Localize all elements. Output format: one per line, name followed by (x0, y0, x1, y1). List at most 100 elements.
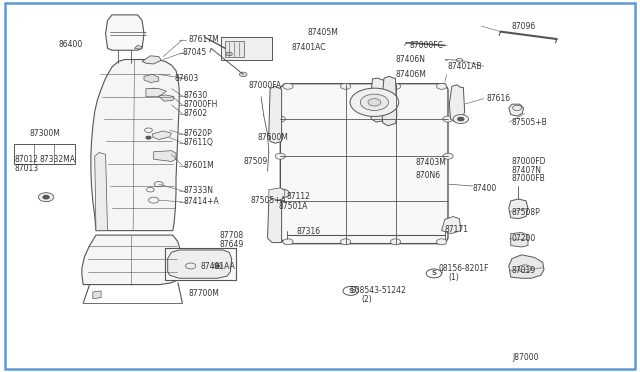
Text: 87611Q: 87611Q (184, 138, 214, 147)
Text: 87096: 87096 (512, 22, 536, 31)
Text: 87616: 87616 (486, 94, 511, 103)
Text: 87407N: 87407N (512, 166, 542, 174)
Polygon shape (142, 56, 161, 64)
Polygon shape (106, 15, 144, 50)
Text: 87649: 87649 (220, 240, 244, 249)
Circle shape (239, 72, 247, 77)
Circle shape (368, 99, 381, 106)
Circle shape (340, 239, 351, 245)
Polygon shape (91, 60, 179, 231)
Text: 87000FC: 87000FC (410, 41, 444, 50)
Circle shape (274, 189, 289, 198)
Text: 86400: 86400 (59, 40, 83, 49)
Text: 87509: 87509 (243, 157, 268, 166)
Polygon shape (154, 151, 176, 161)
Polygon shape (95, 153, 108, 231)
Text: 87333N: 87333N (184, 186, 214, 195)
Polygon shape (269, 188, 285, 200)
Circle shape (43, 195, 49, 199)
Text: J87000: J87000 (512, 353, 538, 362)
Polygon shape (268, 198, 282, 243)
Circle shape (390, 239, 401, 245)
Text: 870N6: 870N6 (416, 171, 441, 180)
Polygon shape (159, 95, 174, 101)
Text: 87617M: 87617M (189, 35, 220, 44)
Polygon shape (511, 232, 528, 247)
Polygon shape (134, 45, 142, 49)
Bar (221, 37, 272, 60)
Text: (1): (1) (448, 273, 459, 282)
Bar (165, 248, 236, 280)
Text: 87601M: 87601M (184, 161, 214, 170)
Bar (225, 41, 244, 57)
Text: 87401AA: 87401AA (200, 262, 235, 271)
Circle shape (436, 83, 447, 89)
Circle shape (275, 153, 285, 159)
Text: (2): (2) (362, 295, 372, 304)
Circle shape (38, 193, 54, 202)
Bar (14, 144, 75, 164)
Text: 87414+A: 87414+A (184, 198, 220, 206)
Circle shape (340, 83, 351, 89)
Text: 87505+B: 87505+B (512, 118, 548, 126)
Text: 87603: 87603 (174, 74, 198, 83)
Circle shape (453, 115, 468, 124)
Text: 87000FD: 87000FD (512, 157, 547, 166)
Text: 87630: 87630 (184, 92, 208, 100)
Polygon shape (449, 85, 465, 122)
Polygon shape (152, 131, 172, 140)
Circle shape (443, 116, 453, 122)
Text: S08543-51242: S08543-51242 (351, 286, 406, 295)
Text: S: S (431, 270, 436, 276)
Circle shape (148, 88, 159, 94)
Text: 87019: 87019 (512, 266, 536, 275)
Text: 87403M: 87403M (416, 158, 447, 167)
Text: 87401AC: 87401AC (292, 43, 326, 52)
Text: 87332MA: 87332MA (40, 155, 76, 164)
Text: 87316: 87316 (296, 227, 321, 236)
Polygon shape (168, 250, 232, 278)
Polygon shape (509, 255, 544, 278)
Text: 87300M: 87300M (29, 129, 60, 138)
Circle shape (350, 88, 399, 116)
Polygon shape (269, 86, 282, 143)
Polygon shape (82, 235, 181, 285)
Text: 87171: 87171 (445, 225, 468, 234)
Polygon shape (93, 291, 101, 299)
Text: 87602: 87602 (184, 109, 208, 118)
Polygon shape (370, 78, 385, 122)
Text: 07200: 07200 (512, 234, 536, 243)
Text: 87406M: 87406M (396, 70, 426, 79)
Polygon shape (509, 104, 524, 116)
Circle shape (360, 94, 388, 110)
Text: 87000FB: 87000FB (512, 174, 546, 183)
Circle shape (390, 83, 401, 89)
Text: 87708: 87708 (220, 231, 244, 240)
Polygon shape (442, 217, 461, 234)
Polygon shape (381, 76, 397, 126)
Text: 87405M: 87405M (307, 28, 338, 37)
Text: 87600M: 87600M (258, 133, 289, 142)
Circle shape (283, 83, 293, 89)
Polygon shape (146, 89, 166, 97)
Circle shape (458, 117, 464, 121)
Text: 87620P: 87620P (184, 129, 212, 138)
Polygon shape (509, 199, 528, 219)
Text: 08156-8201F: 08156-8201F (438, 264, 489, 273)
Circle shape (216, 265, 220, 267)
Text: 87700M: 87700M (189, 289, 220, 298)
Circle shape (275, 116, 285, 122)
Text: 87508P: 87508P (512, 208, 541, 217)
Text: 87401AB: 87401AB (448, 62, 483, 71)
Text: 87505+A: 87505+A (251, 196, 287, 205)
Text: 87406N: 87406N (396, 55, 426, 64)
Circle shape (146, 136, 151, 139)
Polygon shape (144, 74, 159, 83)
Circle shape (283, 239, 293, 245)
Circle shape (443, 153, 453, 159)
Polygon shape (280, 84, 448, 244)
Text: 87112: 87112 (287, 192, 310, 201)
Text: 87000FA: 87000FA (248, 81, 282, 90)
Circle shape (436, 239, 447, 245)
Text: 87400: 87400 (472, 184, 497, 193)
